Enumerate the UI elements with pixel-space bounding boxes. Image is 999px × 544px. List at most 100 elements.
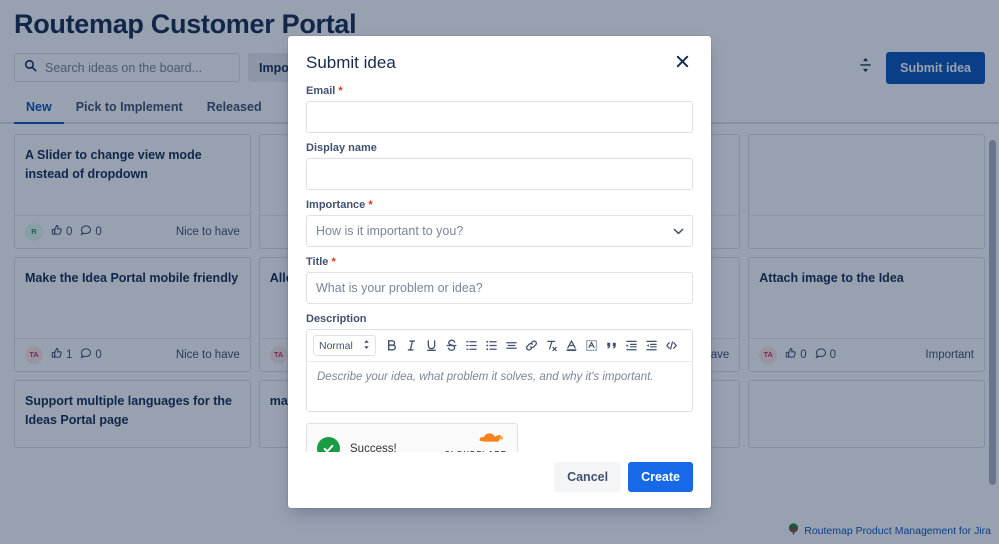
strikethrough-button[interactable] xyxy=(442,336,461,356)
submit-idea-label: Submit idea xyxy=(900,60,971,75)
outdent-icon xyxy=(645,339,658,352)
tab-new[interactable]: New xyxy=(14,94,64,124)
title-required-marker: * xyxy=(331,256,336,268)
idea-card-title: A Slider to change view mode instead of … xyxy=(25,147,202,181)
text-color-button[interactable] xyxy=(562,336,581,356)
importance-badge: Important xyxy=(925,348,974,361)
code-button[interactable] xyxy=(662,336,681,356)
thumbs-up-icon xyxy=(51,347,63,362)
title-label: Title * xyxy=(306,256,693,268)
idea-card[interactable] xyxy=(748,133,985,249)
highlight-button[interactable] xyxy=(582,336,601,356)
title-label-text: Title xyxy=(306,256,329,268)
comment-metric[interactable]: 0 xyxy=(80,224,102,239)
importance-select[interactable]: How is it important to you? xyxy=(306,215,693,247)
title-field[interactable] xyxy=(306,272,693,304)
modal-header: Submit idea xyxy=(288,36,711,81)
like-metric[interactable]: 1 xyxy=(51,347,72,362)
clear-format-button[interactable] xyxy=(542,336,561,356)
page-footer-link[interactable]: Routemap Product Management for Jira xyxy=(804,524,991,537)
outdent-button[interactable] xyxy=(642,336,661,356)
comment-icon xyxy=(80,224,92,239)
blockquote-icon xyxy=(605,339,618,352)
thumbs-up-icon xyxy=(51,224,63,239)
tab-pick-to-implement[interactable]: Pick to Implement xyxy=(64,94,195,122)
avatar: TA xyxy=(759,345,778,364)
link-button[interactable] xyxy=(522,336,541,356)
tab-released[interactable]: Released xyxy=(195,94,274,122)
comment-metric[interactable]: 0 xyxy=(815,347,836,362)
sort-button[interactable] xyxy=(852,55,878,81)
cloudflare-logo-icon xyxy=(475,431,507,449)
align-button[interactable] xyxy=(502,336,521,356)
format-select[interactable]: Normal xyxy=(313,335,376,356)
updown-chevron-icon xyxy=(363,339,370,353)
ordered-list-icon xyxy=(465,339,478,352)
align-icon xyxy=(505,339,518,352)
avatar: TA xyxy=(25,345,43,364)
idea-card-footer: TA 0 xyxy=(749,337,984,371)
comment-icon xyxy=(815,347,827,362)
idea-card[interactable]: Make the Idea Portal mobile friendly TA … xyxy=(14,256,251,372)
idea-card[interactable]: Attach image to the Idea TA 0 xyxy=(748,256,985,372)
modal-title: Submit idea xyxy=(306,53,396,72)
balloon-logo-icon xyxy=(788,523,799,538)
blockquote-button[interactable] xyxy=(602,336,621,356)
like-metric[interactable]: 0 xyxy=(785,347,807,362)
highlight-icon xyxy=(585,339,598,352)
tab-pick-to-implement-label: Pick to Implement xyxy=(75,99,183,114)
italic-button[interactable] xyxy=(402,336,421,356)
page-footer: Routemap Product Management for Jira xyxy=(788,523,991,538)
display-name-field[interactable] xyxy=(306,158,693,190)
idea-card[interactable]: A Slider to change view mode instead of … xyxy=(14,133,251,249)
page-title: Routemap Customer Portal xyxy=(14,9,357,39)
importance-required-marker: * xyxy=(368,199,373,211)
idea-card-footer: R 0 xyxy=(15,214,250,248)
comment-count: 0 xyxy=(95,225,102,238)
clear-format-icon xyxy=(545,339,558,352)
thumbs-up-icon xyxy=(785,347,797,362)
create-button[interactable]: Create xyxy=(628,462,693,492)
like-count: 1 xyxy=(66,348,73,361)
page-scrollbar[interactable] xyxy=(989,140,996,485)
modal-footer: Cancel Create xyxy=(288,452,711,508)
like-metric[interactable]: 0 xyxy=(51,224,72,239)
search-input[interactable]: Search ideas on the board... xyxy=(14,53,240,83)
format-select-value: Normal xyxy=(319,339,353,352)
description-label: Description xyxy=(306,313,367,325)
submit-idea-button[interactable]: Submit idea xyxy=(886,51,985,84)
turnstile-widget[interactable]: Success! CLOUDFLARE Privacy · Terms xyxy=(306,423,518,452)
indent-button[interactable] xyxy=(622,336,641,356)
description-editor[interactable]: Describe your idea, what problem it solv… xyxy=(307,362,692,411)
comment-icon xyxy=(80,347,92,362)
idea-card-title: Make the Idea Portal mobile friendly xyxy=(25,270,239,285)
idea-card[interactable] xyxy=(748,379,985,448)
code-icon xyxy=(665,339,678,352)
comment-metric[interactable]: 0 xyxy=(80,347,102,362)
ordered-list-button[interactable] xyxy=(462,336,481,356)
field-importance: Importance * How is it important to you? xyxy=(306,199,693,247)
bold-button[interactable] xyxy=(382,336,401,356)
importance-label: Importance * xyxy=(306,199,693,211)
cloudflare-brand: CLOUDFLARE Privacy · Terms xyxy=(444,431,507,452)
email-field[interactable] xyxy=(306,101,693,133)
importance-select-wrap: How is it important to you? xyxy=(306,215,693,247)
close-button[interactable] xyxy=(671,53,693,75)
field-display-name: Display name xyxy=(306,142,693,190)
email-required-marker: * xyxy=(338,85,343,97)
indent-icon xyxy=(625,339,638,352)
idea-card[interactable]: Support multiple languages for the Ideas… xyxy=(14,379,251,448)
display-name-label-text: Display name xyxy=(306,142,377,154)
underline-button[interactable] xyxy=(422,336,441,356)
turnstile-status: Success! xyxy=(350,442,397,453)
tab-released-label: Released xyxy=(206,99,262,114)
cloudflare-wordmark: CLOUDFLARE xyxy=(444,450,507,452)
tab-new-label: New xyxy=(26,99,52,114)
idea-card-title: Attach image to the Idea xyxy=(759,270,904,285)
search-icon xyxy=(24,59,37,77)
bullet-list-button[interactable] xyxy=(482,336,501,356)
cancel-button[interactable]: Cancel xyxy=(554,462,622,492)
app-header: Routemap Customer Portal xyxy=(0,0,999,42)
check-icon xyxy=(317,437,340,452)
text-color-icon xyxy=(565,339,578,352)
